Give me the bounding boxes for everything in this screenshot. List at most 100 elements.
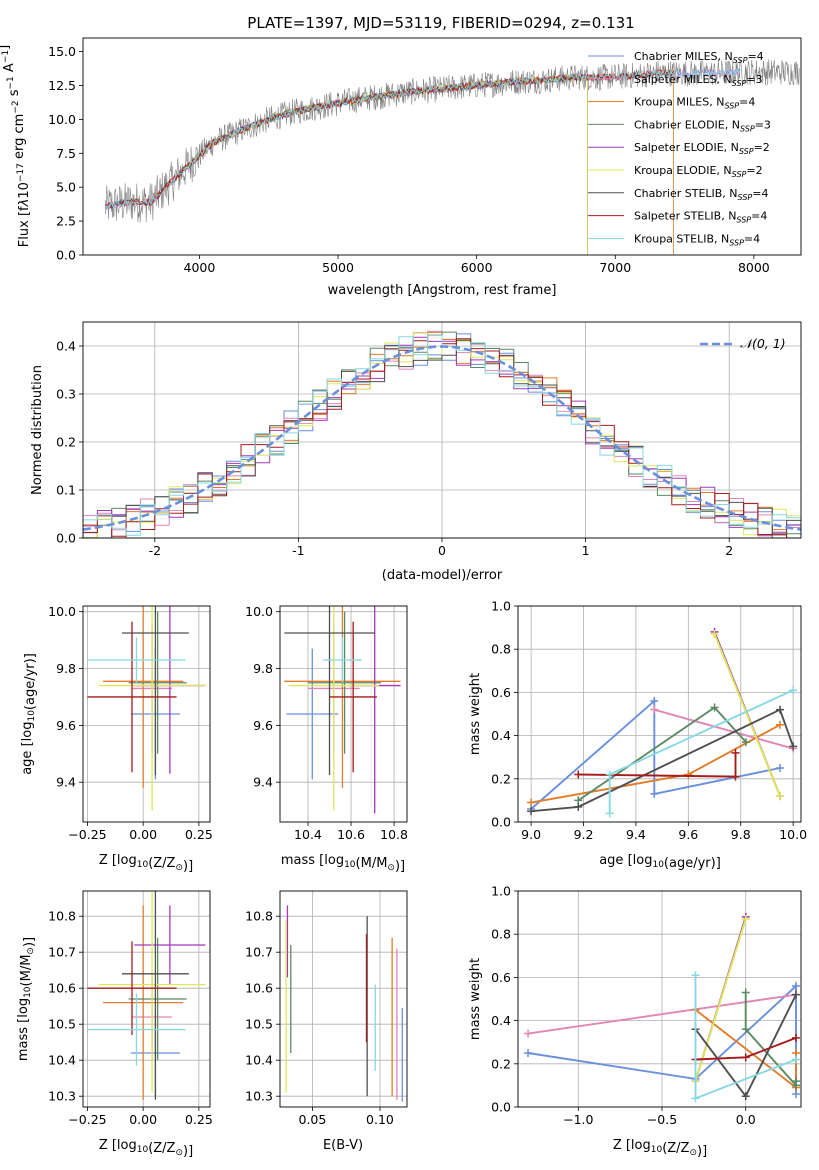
label-part: )] bbox=[395, 859, 405, 874]
x-tick-label: 0.25 bbox=[185, 827, 213, 842]
weight-marker bbox=[791, 1033, 800, 1042]
weight-marker bbox=[574, 802, 583, 811]
weight-marker bbox=[691, 1094, 700, 1103]
legend-label: Chabrier ELODIE, NSSP=3 bbox=[634, 118, 771, 133]
weight-marker bbox=[527, 807, 536, 816]
x-tick-label: 6000 bbox=[461, 260, 493, 275]
label-part: 10 bbox=[137, 860, 149, 870]
label-part: A bbox=[2, 63, 17, 76]
y-tick-label: 0.0 bbox=[491, 1100, 511, 1115]
weight-marker bbox=[776, 705, 785, 714]
weight-line bbox=[694, 918, 747, 1082]
age-z-xlabel: Z [log10(Z/Z⊙)] bbox=[99, 853, 193, 874]
residual-xlabel: (data-model)/error bbox=[382, 568, 503, 583]
weight-marker bbox=[741, 915, 750, 924]
axes-frame bbox=[279, 605, 408, 823]
label-part: −1 bbox=[6, 76, 16, 89]
x-tick-label: 0.00 bbox=[129, 827, 157, 842]
spectrum-legend: Chabrier MILES, NSSP=4 Salpeter MILES, NS… bbox=[588, 50, 771, 247]
label-part: age [log bbox=[20, 722, 35, 775]
legend-label: Salpeter ELODIE, NSSP=2 bbox=[634, 141, 770, 156]
y-tick-label: 10.5 bbox=[48, 1017, 76, 1032]
x-tick-label: −0.25 bbox=[68, 827, 106, 842]
y-tick-label: 10.7 bbox=[245, 945, 273, 960]
x-tick-label: 9.2 bbox=[574, 827, 594, 842]
weight-marker bbox=[791, 1055, 800, 1064]
weight-line bbox=[654, 708, 794, 750]
residual-axes-plot bbox=[83, 330, 801, 538]
spectrum-title: PLATE=1397, MJD=53119, FIBERID=0294, z=0… bbox=[247, 14, 634, 32]
spectrum-ylabel: Flux [fλ10−17 erg cm−2 s−1 A−1] bbox=[0, 45, 32, 247]
mass-ebv-xlabel: E(B-V) bbox=[323, 1138, 363, 1153]
legend-label: Chabrier MILES, NSSP=4 bbox=[634, 50, 764, 65]
x-tick-label: 9.0 bbox=[521, 827, 541, 842]
y-tick-label: 15.0 bbox=[48, 44, 76, 59]
x-tick-label: 7000 bbox=[599, 260, 631, 275]
mass-ebv-axes-plot bbox=[285, 905, 403, 1102]
label-part: Z [log bbox=[613, 1138, 651, 1153]
weight-age-ylabel: mass weight bbox=[468, 673, 483, 755]
y-tick-label: 9.4 bbox=[253, 775, 273, 790]
weight-marker bbox=[789, 742, 798, 751]
weight-marker bbox=[650, 705, 659, 714]
weight-marker bbox=[776, 764, 785, 772]
weight-marker bbox=[731, 772, 740, 781]
y-tick-label: 1.0 bbox=[491, 884, 511, 899]
x-tick-label: 9.6 bbox=[678, 827, 698, 842]
age-z-ylabel: age [log10(age/yr)] bbox=[20, 653, 38, 775]
weight-marker bbox=[605, 809, 614, 818]
axes-frame bbox=[82, 321, 802, 539]
y-tick-label: 10.3 bbox=[48, 1089, 76, 1104]
label-part: Z [log bbox=[99, 853, 137, 868]
weight-marker bbox=[776, 720, 785, 729]
y-tick-label: 0.2 bbox=[56, 435, 76, 450]
x-tick-label: −1.0 bbox=[563, 1112, 593, 1127]
weight-marker bbox=[741, 1092, 750, 1101]
weight-marker bbox=[776, 792, 785, 801]
label-part: Flux [f bbox=[17, 206, 32, 247]
spectrum-axes-plot bbox=[104, 59, 800, 255]
legend-label: Kroupa STELIB, NSSP=4 bbox=[634, 232, 760, 247]
residual-histogram bbox=[83, 335, 801, 538]
gaussian-legend-label: 𝒩(0, 1) bbox=[740, 336, 786, 351]
label-part: erg cm bbox=[12, 114, 27, 163]
spectrum-axes: 4000 5000 6000 7000 8000 0.0 2.5 5.0 7.5 10.0 12.5… bbox=[0, 37, 802, 298]
label-part: ⊙ bbox=[387, 863, 395, 873]
residual-axes: -2 -1 0 1 2 0.0 0.1 0.2 0.3 0.4 𝒩(0, 1) (data-model… bbox=[30, 321, 802, 583]
x-tick-label: 10.0 bbox=[779, 827, 807, 842]
label-part: ⊙ bbox=[175, 863, 183, 873]
legend-label: Salpeter STELIB, NSSP=4 bbox=[634, 210, 767, 225]
weight-marker bbox=[605, 770, 614, 779]
label-part: )] bbox=[183, 1144, 193, 1159]
weight-age-axes: 9.0 9.2 9.4 9.6 9.8 10.0 0.0 0.2 0.4 0.6 0.8 1.0 age… bbox=[468, 599, 807, 872]
spectrum-xlabel: wavelength [Angstrom, rest frame] bbox=[328, 283, 557, 298]
weight-marker bbox=[789, 686, 798, 695]
y-tick-label: 0.4 bbox=[491, 1013, 511, 1028]
weight-marker bbox=[527, 798, 536, 807]
weight-marker bbox=[741, 1025, 750, 1034]
label-part: ] bbox=[0, 45, 12, 50]
legend-label: Kroupa MILES, NSSP=4 bbox=[634, 96, 755, 111]
y-tick-label: 9.8 bbox=[56, 661, 76, 676]
weight-marker bbox=[524, 1049, 533, 1057]
x-tick-label: 10.6 bbox=[337, 827, 365, 842]
weight-marker bbox=[791, 1077, 800, 1086]
label-part: 10 bbox=[23, 986, 33, 998]
label-part: 10 bbox=[27, 710, 37, 722]
label-part: mass [log bbox=[16, 998, 31, 1061]
weight-z-axes: −1.0 −0.5 0.0 0.0 0.2 0.4 0.6 0.8 1.0 Z [log10(Z/… bbox=[468, 884, 802, 1159]
label-part: 10 bbox=[344, 860, 356, 870]
axes-frame bbox=[517, 890, 802, 1108]
x-tick-label: 10.4 bbox=[294, 827, 322, 842]
label-part: −17 bbox=[16, 163, 26, 182]
mass-ebv-axes: 0.05 0.10 10.3 10.4 10.5 10.6 10.7 10.8 E(B-V) bbox=[245, 890, 408, 1153]
axes-frame bbox=[279, 890, 408, 1108]
label-part: ⊙ bbox=[175, 1148, 183, 1158]
y-tick-label: 10.3 bbox=[245, 1089, 273, 1104]
weight-marker bbox=[524, 1029, 533, 1038]
y-tick-label: 0.1 bbox=[56, 483, 76, 498]
y-tick-label: 2.5 bbox=[56, 214, 76, 229]
weight-marker bbox=[791, 990, 800, 999]
x-tick-label: -2 bbox=[149, 543, 161, 558]
